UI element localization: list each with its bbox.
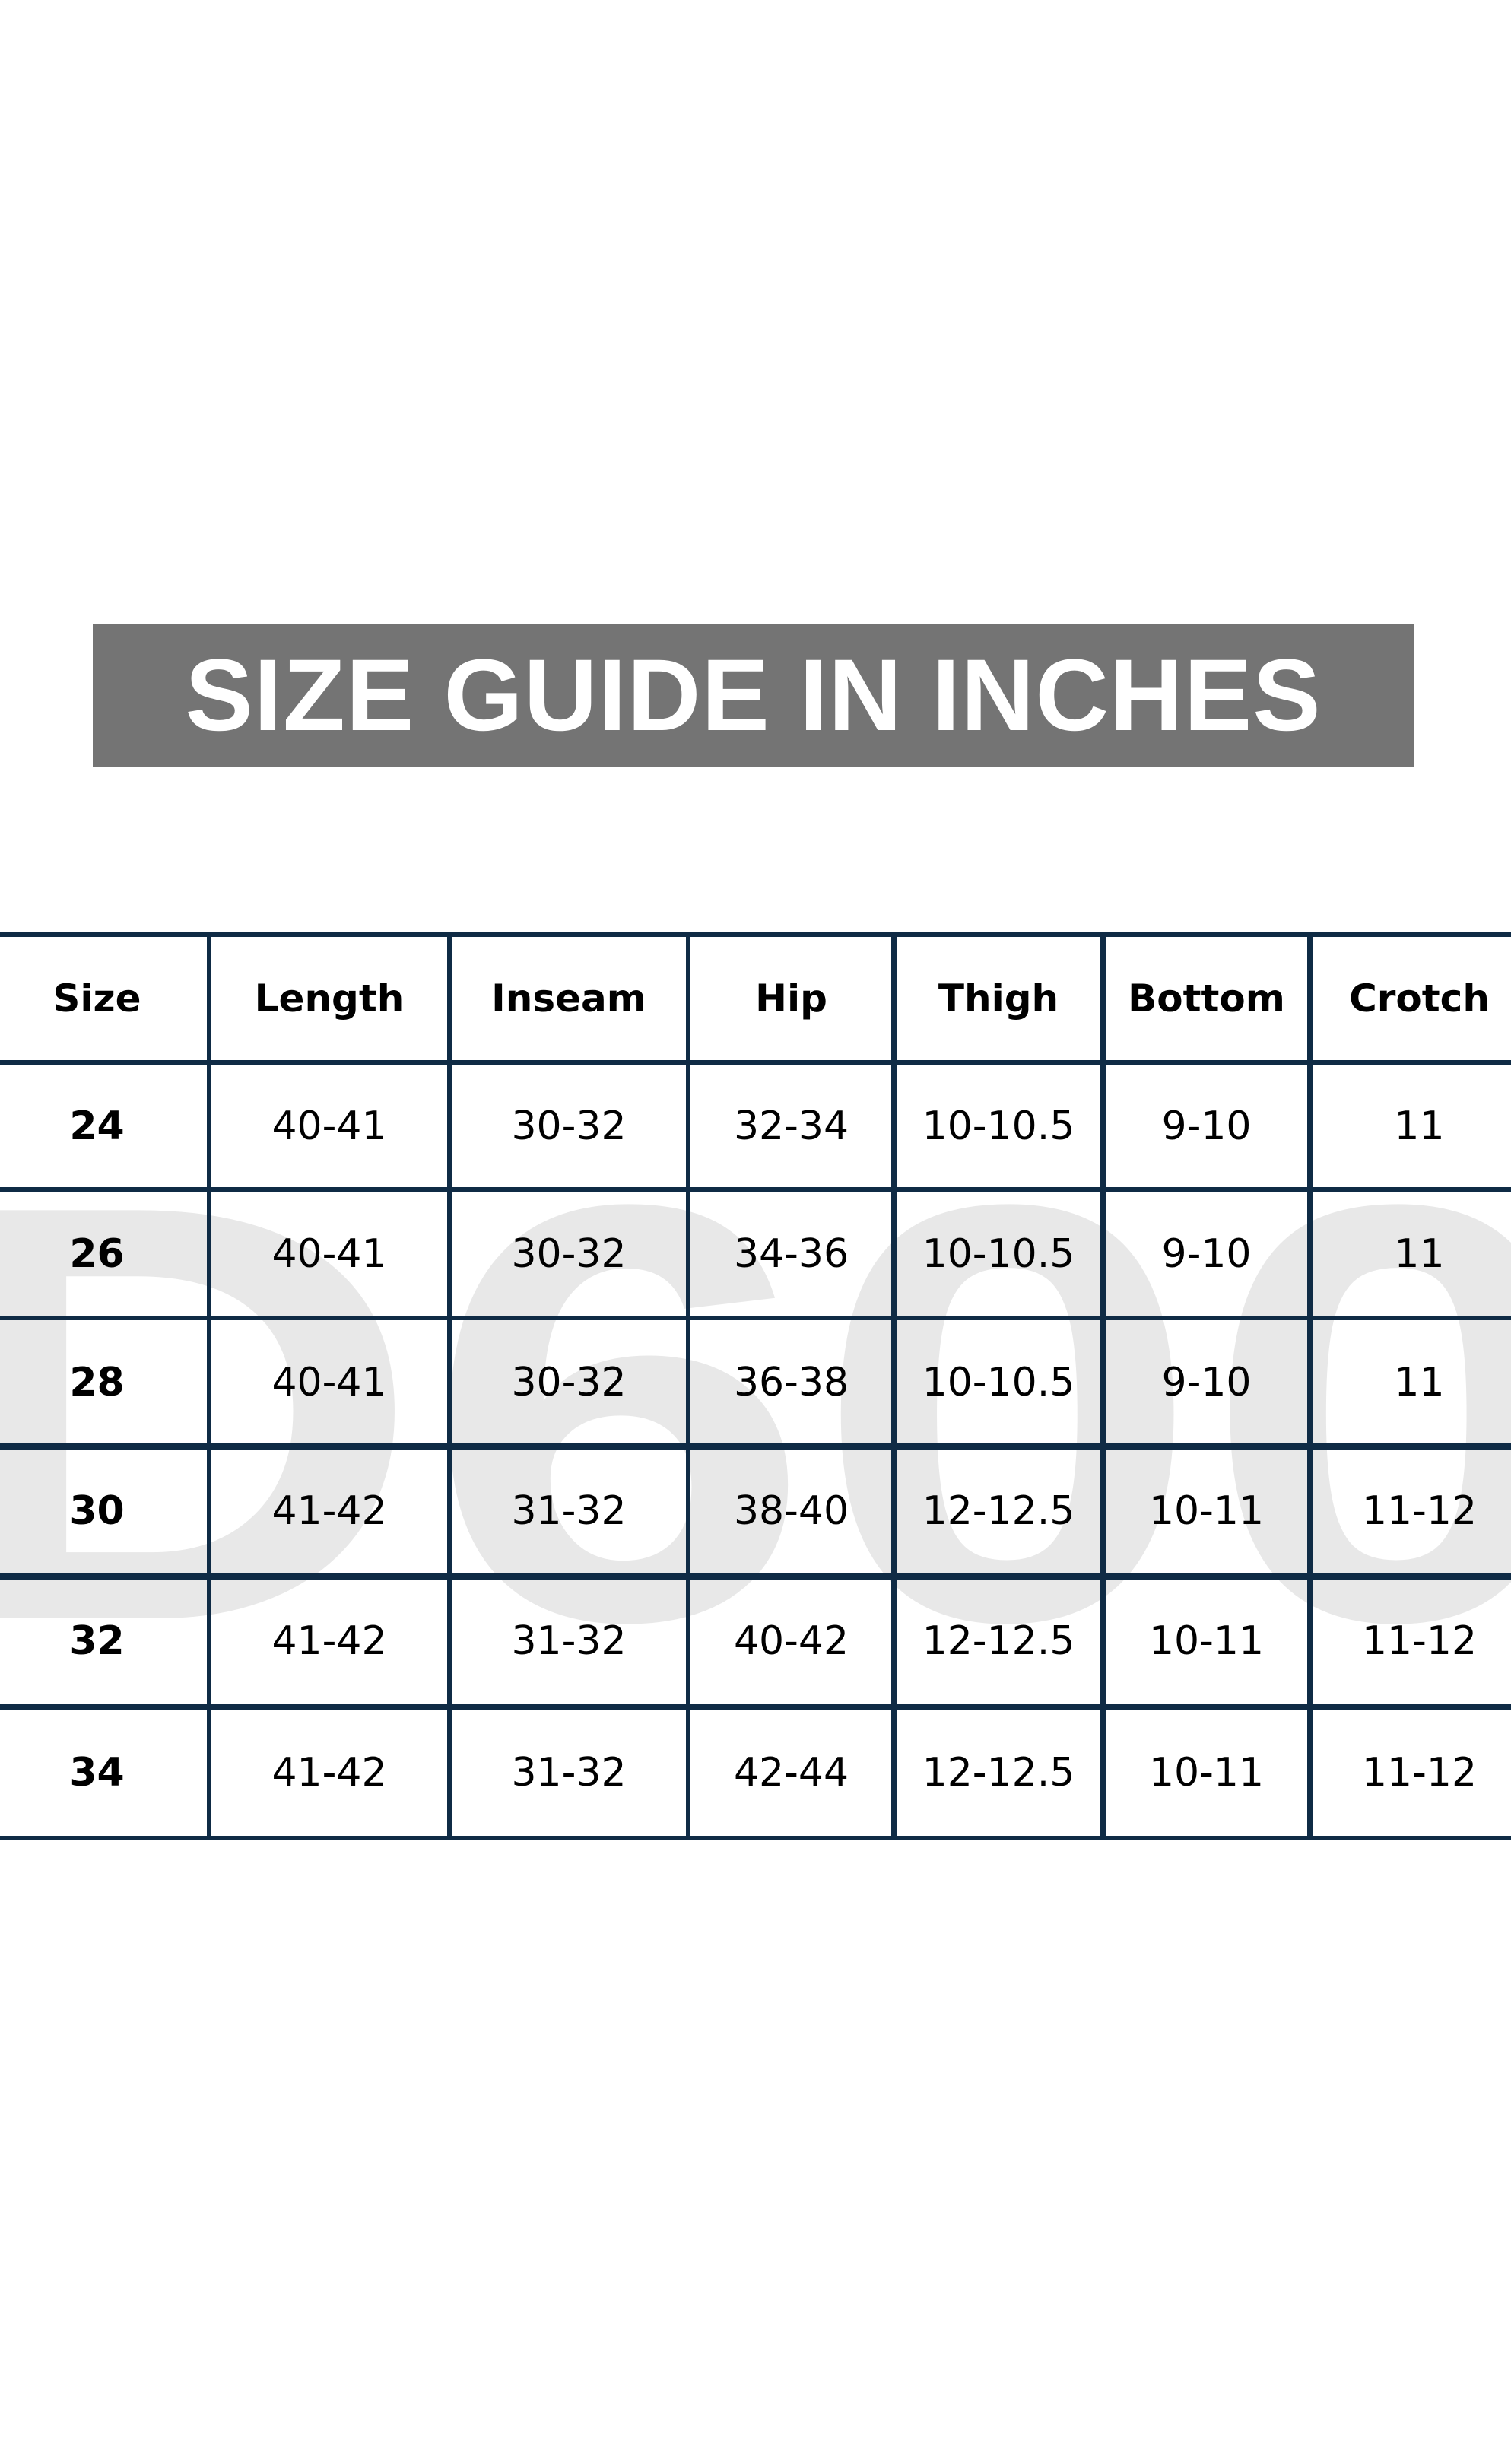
table-cell-bottom: 9-10 (1161, 1359, 1252, 1405)
table-cell-thigh: 10-10.5 (922, 1359, 1075, 1405)
size-cell: 32 (69, 1618, 125, 1664)
table-cell-inseam: 31-32 (511, 1749, 627, 1796)
column-divider (447, 932, 452, 1840)
size-cell: 34 (69, 1749, 125, 1796)
table-cell-length: 40-41 (271, 1230, 387, 1277)
table-cell-length: 41-42 (271, 1618, 387, 1664)
table-cell-crotch: 11 (1394, 1359, 1445, 1405)
table-cell-crotch: 11-12 (1361, 1749, 1478, 1796)
page-title: SIZE GUIDE IN INCHES (185, 639, 1322, 752)
column-divider (686, 932, 690, 1840)
table-cell-hip: 36-38 (733, 1359, 849, 1405)
table-cell-length: 40-41 (271, 1103, 387, 1149)
table-cell-hip: 32-34 (733, 1103, 849, 1149)
column-header-bottom: Bottom (1128, 976, 1285, 1021)
column-header-crotch: Crotch (1349, 976, 1490, 1021)
size-cell: 24 (69, 1103, 125, 1149)
table-cell-inseam: 31-32 (511, 1618, 627, 1664)
table-cell-thigh: 10-10.5 (922, 1103, 1075, 1149)
table-cell-thigh: 12-12.5 (922, 1749, 1075, 1796)
table-cell-bottom: 9-10 (1161, 1230, 1252, 1277)
row-divider (0, 932, 1511, 937)
table-cell-crotch: 11-12 (1361, 1488, 1478, 1534)
table-cell-inseam: 30-32 (511, 1230, 627, 1277)
row-divider (0, 1187, 1511, 1192)
table-cell-inseam: 30-32 (511, 1359, 627, 1405)
table-cell-length: 41-42 (271, 1749, 387, 1796)
table-cell-hip: 34-36 (733, 1230, 849, 1277)
table-cell-thigh: 12-12.5 (922, 1618, 1075, 1664)
row-divider (0, 1316, 1511, 1320)
row-divider (0, 1060, 1511, 1065)
table-cell-crotch: 11 (1394, 1230, 1445, 1277)
column-header-hip: Hip (755, 976, 827, 1021)
table-cell-bottom: 10-11 (1148, 1618, 1265, 1664)
column-divider (891, 932, 897, 1840)
watermark-text: D600 (0, 1082, 1511, 1745)
table-cell-crotch: 11-12 (1361, 1618, 1478, 1664)
table-cell-thigh: 12-12.5 (922, 1488, 1075, 1534)
table-cell-bottom: 10-11 (1148, 1749, 1265, 1796)
table-cell-crotch: 11 (1394, 1103, 1445, 1149)
column-header-size: Size (52, 976, 141, 1021)
column-header-length: Length (254, 976, 405, 1021)
table-cell-bottom: 10-11 (1148, 1488, 1265, 1534)
size-cell: 28 (69, 1359, 125, 1405)
row-divider (0, 1572, 1511, 1580)
table-cell-thigh: 10-10.5 (922, 1230, 1075, 1277)
row-divider (0, 1836, 1511, 1840)
table-cell-length: 40-41 (271, 1359, 387, 1405)
table-cell-hip: 38-40 (733, 1488, 849, 1534)
table-cell-bottom: 9-10 (1161, 1103, 1252, 1149)
table-cell-hip: 40-42 (733, 1618, 849, 1664)
table-cell-length: 41-42 (271, 1488, 387, 1534)
size-cell: 26 (69, 1230, 125, 1277)
column-divider (207, 932, 211, 1840)
row-divider (0, 1703, 1511, 1710)
size-cell: 30 (69, 1488, 125, 1534)
table-cell-inseam: 31-32 (511, 1488, 627, 1534)
row-divider (0, 1443, 1511, 1450)
table-cell-hip: 42-44 (733, 1749, 849, 1796)
column-header-inseam: Inseam (491, 976, 646, 1021)
column-divider (1100, 932, 1106, 1840)
column-header-thigh: Thigh (938, 976, 1059, 1021)
column-divider (1307, 932, 1313, 1840)
title-banner: SIZE GUIDE IN INCHES (93, 624, 1414, 767)
table-cell-inseam: 30-32 (511, 1103, 627, 1149)
